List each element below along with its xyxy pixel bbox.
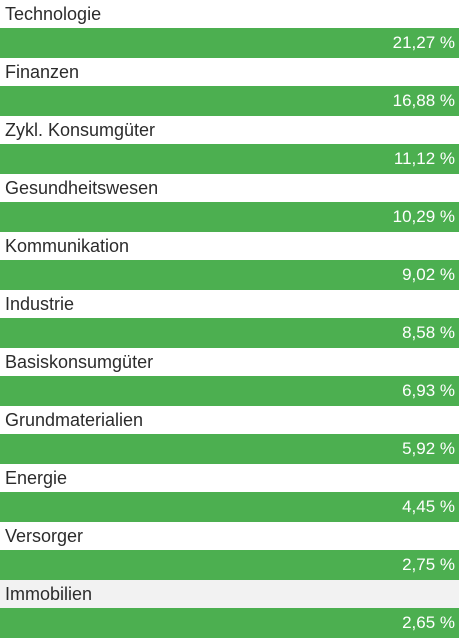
sector-percentage-bar: 6,93 % — [0, 376, 459, 406]
sector-percentage-bar: 21,27 % — [0, 28, 459, 58]
sector-item-industrie: Industrie 8,58 % — [0, 290, 459, 348]
sector-percentage-bar: 8,58 % — [0, 318, 459, 348]
sector-percentage-bar: 16,88 % — [0, 86, 459, 116]
sector-percentage-bar: 2,65 % — [0, 608, 459, 638]
sector-label: Industrie — [0, 290, 459, 318]
sector-item-kommunikation: Kommunikation 9,02 % — [0, 232, 459, 290]
sector-label: Immobilien — [0, 580, 459, 608]
sector-percentage-bar: 4,45 % — [0, 492, 459, 522]
sector-label: Finanzen — [0, 58, 459, 86]
sector-percentage-bar: 9,02 % — [0, 260, 459, 290]
sector-item-zykl-konsumgueter: Zykl. Konsumgüter 11,12 % — [0, 116, 459, 174]
sector-item-technologie: Technologie 21,27 % — [0, 0, 459, 58]
sector-item-immobilien: Immobilien 2,65 % — [0, 580, 459, 638]
sector-label: Basiskonsumgüter — [0, 348, 459, 376]
sector-percentage-bar: 2,75 % — [0, 550, 459, 580]
sector-label: Kommunikation — [0, 232, 459, 260]
sector-item-energie: Energie 4,45 % — [0, 464, 459, 522]
sector-item-versorger: Versorger 2,75 % — [0, 522, 459, 580]
sector-label: Zykl. Konsumgüter — [0, 116, 459, 144]
sector-percentage-bar: 5,92 % — [0, 434, 459, 464]
sector-percentage-bar: 11,12 % — [0, 144, 459, 174]
sector-label: Gesundheitswesen — [0, 174, 459, 202]
sector-label: Energie — [0, 464, 459, 492]
sector-label: Technologie — [0, 0, 459, 28]
sector-item-grundmaterialien: Grundmaterialien 5,92 % — [0, 406, 459, 464]
sector-label: Versorger — [0, 522, 459, 550]
sector-item-gesundheitswesen: Gesundheitswesen 10,29 % — [0, 174, 459, 232]
sector-item-basiskonsumgueter: Basiskonsumgüter 6,93 % — [0, 348, 459, 406]
sector-label: Grundmaterialien — [0, 406, 459, 434]
sector-percentage-bar: 10,29 % — [0, 202, 459, 232]
sector-item-finanzen: Finanzen 16,88 % — [0, 58, 459, 116]
